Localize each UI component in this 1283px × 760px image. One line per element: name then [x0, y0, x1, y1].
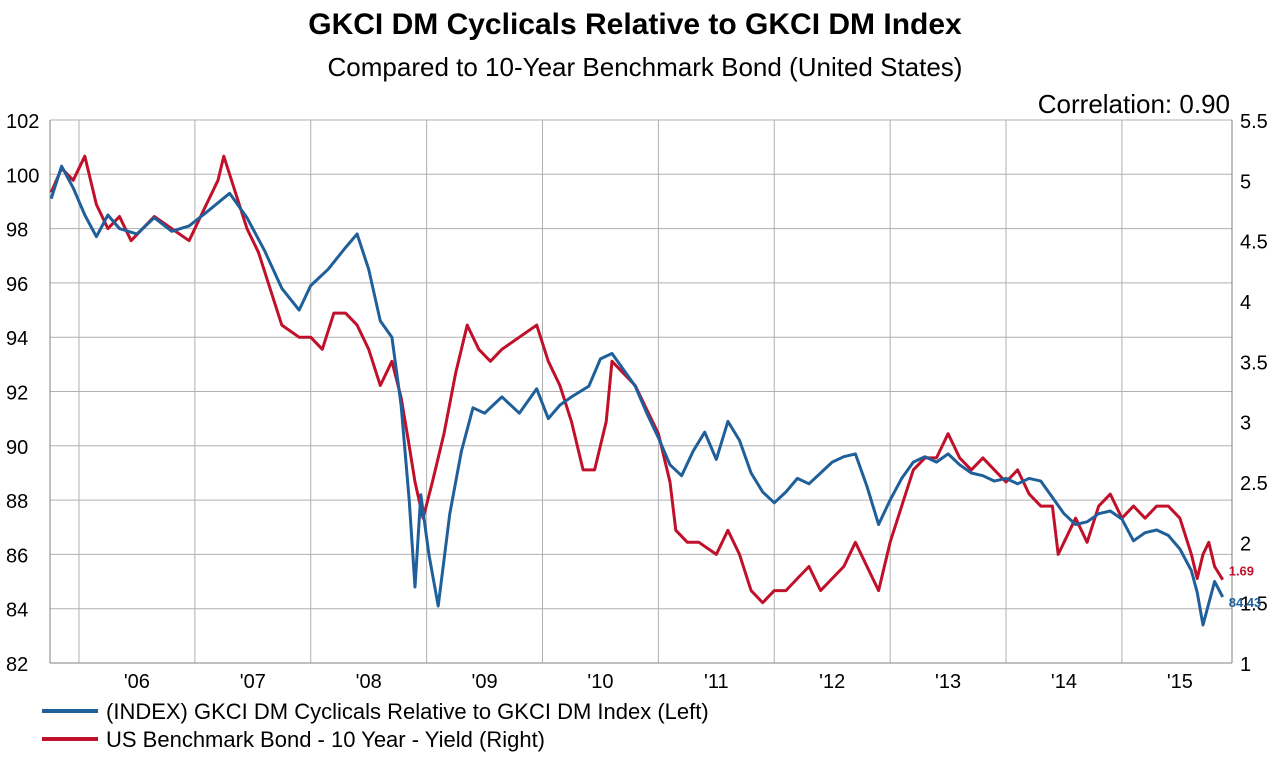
right-tick-label: 4 — [1240, 292, 1251, 314]
x-tick-label: '14 — [1051, 671, 1077, 693]
legend-entry: US Benchmark Bond - 10 Year - Yield (Rig… — [106, 727, 545, 752]
series-line-us-10y-yield — [49, 154, 1224, 605]
right-tick-label: 5 — [1240, 171, 1251, 193]
left-tick-label: 98 — [6, 220, 28, 242]
legend: (INDEX) GKCI DM Cyclicals Relative to GK… — [42, 699, 709, 752]
x-tick-label: '09 — [472, 671, 498, 693]
last-value-label: 1.69 — [1229, 564, 1254, 579]
series-line-gkci-cyclicals — [49, 164, 1225, 627]
x-tick-label: '07 — [240, 671, 266, 693]
series-layer: 1.69 84.43 — [49, 154, 1262, 627]
right-tick-label: 1.5 — [1240, 594, 1268, 616]
axes: 82 84 86 88 90 92 94 96 98 100 102 1 1.5 2 2.5 3 3.5 4 4.5… — [6, 111, 1268, 693]
x-tick-label: '11 — [704, 671, 729, 693]
chart-subtitle: Compared to 10-Year Benchmark Bond (Unit… — [328, 52, 963, 82]
right-tick-label: 3.5 — [1240, 352, 1268, 374]
left-tick-label: 102 — [6, 111, 39, 133]
right-tick-label: 4.5 — [1240, 232, 1268, 254]
left-tick-label: 82 — [6, 654, 28, 676]
x-tick-label: '13 — [935, 671, 961, 693]
right-tick-label: 2 — [1240, 533, 1251, 555]
right-tick-label: 3 — [1240, 413, 1251, 435]
right-tick-label: 5.5 — [1240, 111, 1268, 133]
left-tick-label: 100 — [6, 165, 39, 187]
left-tick-label: 88 — [6, 491, 28, 513]
x-tick-label: '12 — [819, 671, 845, 693]
left-tick-label: 84 — [6, 600, 28, 622]
legend-entry: (INDEX) GKCI DM Cyclicals Relative to GK… — [106, 699, 709, 724]
left-tick-label: 90 — [6, 437, 28, 459]
left-tick-label: 94 — [6, 328, 28, 350]
x-tick-label: '06 — [124, 671, 150, 693]
correlation-annotation: Correlation: 0.90 — [1038, 89, 1230, 119]
chart-title: GKCI DM Cyclicals Relative to GKCI DM In… — [308, 8, 962, 41]
left-tick-label: 92 — [6, 383, 28, 405]
right-tick-label: 2.5 — [1240, 473, 1268, 495]
last-value-label: 84.43 — [1229, 595, 1262, 610]
left-tick-label: 96 — [6, 274, 28, 296]
right-tick-label: 1 — [1240, 654, 1251, 676]
x-tick-label: '15 — [1167, 671, 1193, 693]
x-tick-label: '10 — [587, 671, 613, 693]
x-tick-label: '08 — [356, 671, 382, 693]
left-tick-label: 86 — [6, 545, 28, 567]
